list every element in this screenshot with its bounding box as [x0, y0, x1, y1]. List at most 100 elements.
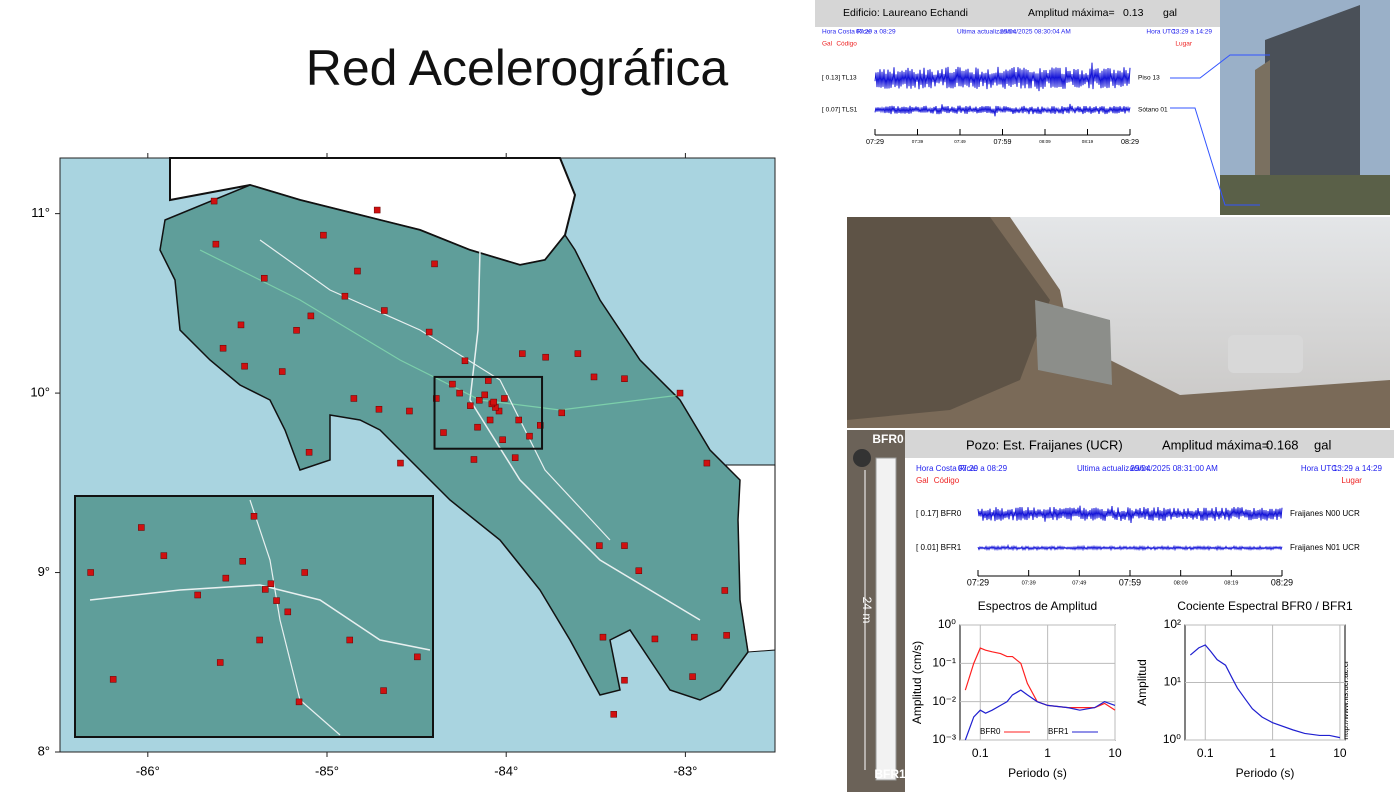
series-line	[1189, 644, 1341, 739]
rock	[847, 217, 1050, 420]
station	[526, 432, 533, 440]
station	[212, 240, 220, 248]
time-label: 08:19	[1082, 139, 1094, 144]
station	[406, 407, 413, 415]
station	[621, 542, 628, 549]
inset-station	[194, 591, 201, 599]
station	[610, 711, 617, 718]
inset-station	[109, 676, 117, 683]
station	[515, 416, 522, 424]
inset-region	[433, 375, 544, 450]
road	[89, 584, 431, 651]
time-label: 07:59	[994, 138, 1012, 146]
chart-title: Cociente Espectral BFR0 / BFR1	[1177, 599, 1353, 613]
x-tick-label: -84°	[494, 763, 518, 778]
station	[449, 380, 456, 388]
channel-place: Piso 13	[1138, 75, 1160, 82]
station	[676, 389, 684, 397]
y-tick-label: 10⁰	[1163, 732, 1181, 746]
time-label: 07:29	[967, 577, 989, 587]
station	[542, 353, 549, 361]
station	[219, 344, 227, 352]
amp-label: Amplitud máxima=	[1162, 437, 1269, 452]
channel-place: Fraijanes N00 UCR	[1290, 509, 1360, 518]
column-label: Código	[934, 476, 960, 485]
station	[558, 409, 566, 417]
y-tick-label: 11°	[31, 205, 50, 220]
station	[381, 307, 388, 314]
column-label: Código	[836, 41, 857, 48]
station	[305, 449, 313, 456]
series-line	[964, 647, 1116, 711]
station	[621, 375, 628, 382]
y-tick-label: 8°	[38, 743, 50, 758]
time-label: 08:19	[1224, 580, 1238, 586]
header-title: Pozo: Est. Fraijanes (UCR)	[966, 437, 1123, 452]
station	[519, 350, 526, 357]
waveform	[874, 103, 1131, 117]
waveform	[874, 62, 1131, 92]
station	[237, 321, 245, 329]
panel-header	[905, 430, 1394, 458]
station	[373, 206, 381, 214]
station	[596, 542, 603, 549]
station	[261, 274, 268, 282]
y-tick-label: 10⁻¹	[932, 656, 956, 670]
station	[651, 635, 659, 643]
channel-code: [ 0.17] BFR0	[916, 509, 962, 518]
borehole-top: BFR0	[872, 432, 904, 446]
info-value: 07:29 a 08:29	[856, 29, 896, 36]
x-tick-label: -86°	[136, 763, 160, 778]
station	[495, 407, 503, 415]
inset-station	[239, 558, 246, 565]
time-label: 07:29	[866, 138, 884, 146]
connector	[1170, 107, 1260, 206]
amp-unit: gal	[1314, 437, 1331, 452]
inset-map	[74, 495, 434, 738]
station	[278, 368, 286, 375]
x-tick-label: 0.1	[1197, 746, 1214, 760]
station	[481, 391, 488, 399]
info-value: 29/04/2025 08:31:00 AM	[1130, 464, 1218, 473]
station	[486, 416, 494, 424]
station	[293, 327, 300, 334]
time-label: 08:29	[1121, 138, 1139, 146]
inset-station	[138, 524, 145, 531]
station	[476, 397, 483, 404]
y-tick-label: 10²	[1164, 617, 1181, 631]
station	[350, 395, 358, 402]
inset-station	[346, 636, 354, 644]
station	[499, 436, 506, 443]
time-label: 07:39	[1022, 580, 1036, 586]
station	[599, 633, 607, 641]
station	[375, 405, 383, 413]
channel-place: Fraijanes N01 UCR	[1290, 543, 1360, 552]
inset-station	[250, 513, 258, 520]
building	[1265, 5, 1360, 215]
station	[511, 454, 519, 461]
url: http://www.lis.ucr.ac.cr	[1341, 660, 1350, 739]
station	[723, 632, 730, 639]
costa-rica	[159, 184, 749, 701]
channel-code: [ 0.13] TL13	[822, 75, 857, 82]
time-label: 08:09	[1039, 139, 1051, 144]
info-value: 13:29 a 14:29	[1333, 464, 1383, 473]
y-tick-label: 10⁻³	[932, 732, 956, 746]
station	[574, 350, 582, 357]
station	[689, 673, 696, 680]
station	[461, 357, 469, 365]
slide-title: Red Acelerográfica	[306, 40, 729, 96]
station	[703, 459, 711, 467]
y-tick-label: 10°	[30, 385, 50, 400]
column-label: Gal	[916, 476, 929, 485]
column-label: Gal	[822, 41, 833, 48]
inset-station	[160, 552, 168, 559]
station	[537, 422, 544, 429]
station	[691, 633, 698, 641]
vehicle	[1228, 335, 1303, 373]
amp-label: Amplitud máxima=	[1028, 7, 1115, 19]
borehole-tube	[875, 457, 897, 781]
road	[249, 499, 341, 736]
